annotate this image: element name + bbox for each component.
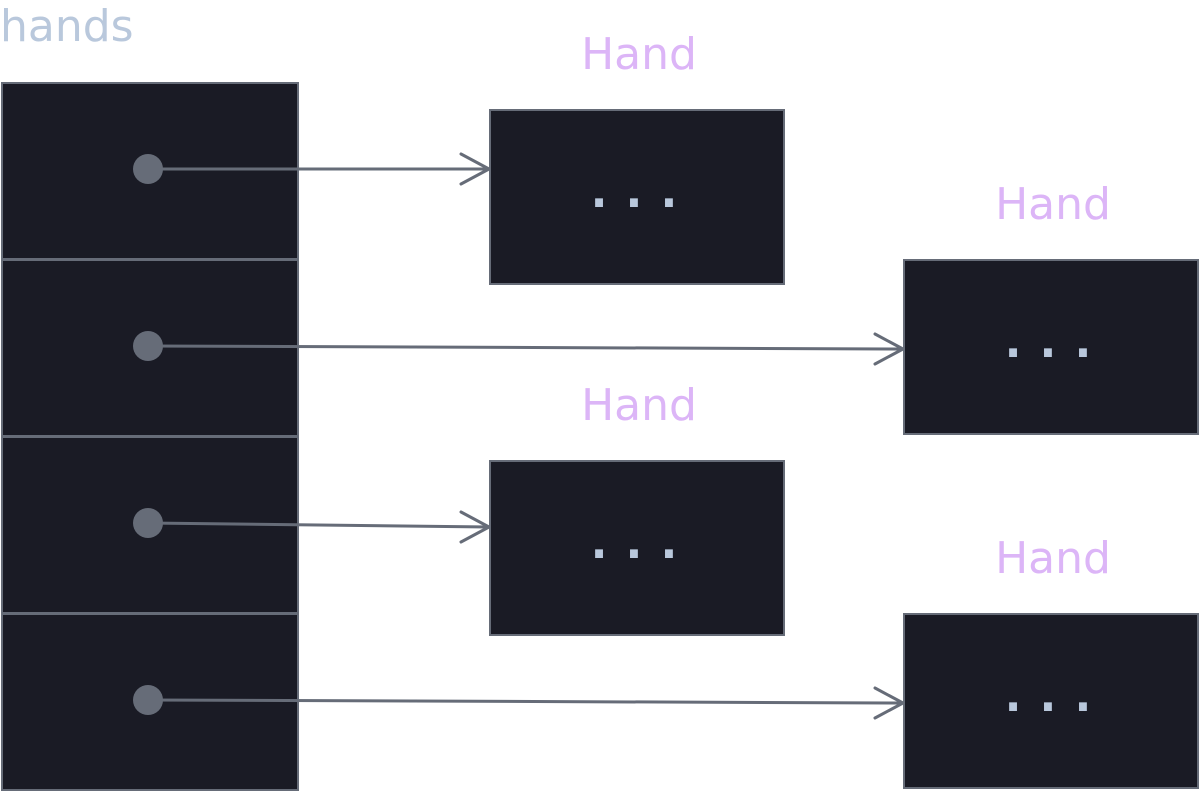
hand-3-label: Hand	[995, 533, 1111, 584]
pointer-3-arrowhead	[873, 686, 905, 720]
pointer-2	[133, 508, 491, 544]
hand-0-label: Hand	[581, 29, 697, 80]
pointer-3	[133, 685, 905, 720]
hand-1-box: ...	[903, 259, 1199, 435]
array-name-label: hands	[0, 1, 134, 52]
hand-1-label: Hand	[995, 179, 1111, 230]
pointer-2-line	[147, 521, 490, 529]
hand-2-label: Hand	[581, 380, 697, 431]
hand-0-content: ...	[584, 163, 690, 219]
pointer-2-arrowhead	[459, 510, 491, 544]
hand-2-box: ...	[489, 460, 785, 636]
pointer-0	[133, 152, 491, 186]
pointer-1-line	[147, 344, 904, 351]
hand-3-box: ...	[903, 613, 1199, 789]
hand-0-box: ...	[489, 109, 785, 285]
pointer-3-line	[147, 698, 904, 705]
pointer-1-arrowhead	[873, 332, 905, 366]
hand-2-content: ...	[584, 514, 690, 570]
hand-3-content: ...	[998, 667, 1104, 723]
pointer-0-arrowhead	[459, 152, 491, 186]
pointer-1	[133, 331, 905, 366]
hand-1-content: ...	[998, 313, 1104, 369]
